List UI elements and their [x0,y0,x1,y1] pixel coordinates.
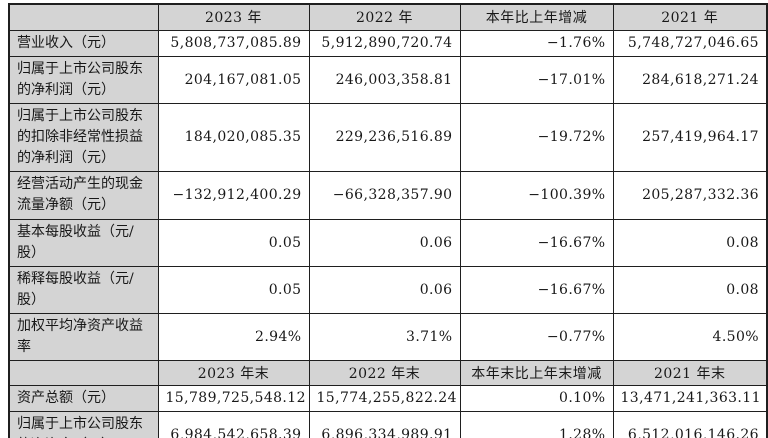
header-cell-2021: 2021 年 [612,3,768,31]
cell-2021-value: 205,287,332.36 [612,170,768,220]
cell-2023-value: 0.05 [157,218,310,267]
cell-yoy-change-value: −100.39% [459,170,614,220]
header-cell-2021-end: 2021 年末 [612,359,768,386]
cell-2022-value: 3.71% [308,312,461,361]
table-header-row-annual: 2023 年 2022 年 本年比上年增减 2021 年 [8,3,768,31]
cell-2021-value: 5,748,727,046.65 [612,29,768,57]
table-row-net-profit-excl-nonrecurring: 归属于上市公司股东的扣除非经常性损益的净利润（元） 184,020,085.35… [8,102,768,172]
table-row-basic-eps: 基本每股收益（元/股） 0.05 0.06 −16.67% 0.08 [8,218,768,267]
cell-yoy-change-value: −0.77% [459,312,614,361]
row-label: 营业收入（元） [8,29,159,57]
header-cell-2023-end: 2023 年末 [157,359,310,386]
cell-yoy-change-value: −16.67% [459,218,614,267]
row-label: 归属于上市公司股东的净资产（元） [8,410,159,438]
cell-2023-value: 5,808,737,085.89 [157,29,310,57]
header-cell-year-end-change: 本年末比上年末增减 [459,359,614,386]
cell-yoy-change-value: −17.01% [459,55,614,104]
cell-2022-value: 246,003,358.81 [308,55,461,104]
cell-yoy-change-value: −16.67% [459,265,614,314]
table-row-operating-cash-flow: 经营活动产生的现金流量净额（元） −132,912,400.29 −66,328… [8,170,768,220]
cell-2021-end-value: 13,471,241,363.11 [612,384,768,412]
header-cell-empty [8,3,159,31]
cell-2021-value: 0.08 [612,265,768,314]
cell-2022-value: −66,328,357.90 [308,170,461,220]
cell-2022-value: 229,236,516.89 [308,102,461,172]
cell-2022-value: 0.06 [308,218,461,267]
header-cell-2022-end: 2022 年末 [308,359,461,386]
cell-2021-value: 257,419,964.17 [612,102,768,172]
cell-2023-value: −132,912,400.29 [157,170,310,220]
header-cell-empty [8,359,159,386]
row-label: 基本每股收益（元/股） [8,218,159,267]
row-label: 归属于上市公司股东的净利润（元） [8,55,159,104]
cell-yoy-change-value: −19.72% [459,102,614,172]
cell-2023-value: 2.94% [157,312,310,361]
table-row-net-profit-attributable: 归属于上市公司股东的净利润（元） 204,167,081.05 246,003,… [8,55,768,104]
cell-2022-end-value: 15,774,255,822.24 [308,384,461,412]
header-cell-yoy-change: 本年比上年增减 [459,3,614,31]
table-header-row-year-end: 2023 年末 2022 年末 本年末比上年末增减 2021 年末 [8,359,768,386]
table-row-total-assets: 资产总额（元） 15,789,725,548.12 15,774,255,822… [8,384,768,412]
cell-year-end-change-value: 1.28% [459,410,614,438]
cell-2023-value: 204,167,081.05 [157,55,310,104]
cell-2023-value: 0.05 [157,265,310,314]
cell-yoy-change-value: −1.76% [459,29,614,57]
header-cell-2023: 2023 年 [157,3,310,31]
financial-summary-table: 2023 年 2022 年 本年比上年增减 2021 年 营业收入（元） 5,8… [8,3,768,438]
cell-2021-value: 284,618,271.24 [612,55,768,104]
cell-2022-end-value: 6,896,334,989.91 [308,410,461,438]
cell-2021-end-value: 6,512,016,146.26 [612,410,768,438]
header-cell-2022: 2022 年 [308,3,461,31]
cell-2023-end-value: 15,789,725,548.12 [157,384,310,412]
cell-2021-value: 0.08 [612,218,768,267]
row-label: 稀释每股收益（元/股） [8,265,159,314]
table-row-operating-revenue: 营业收入（元） 5,808,737,085.89 5,912,890,720.7… [8,29,768,57]
cell-2023-value: 184,020,085.35 [157,102,310,172]
table-row-net-assets-attributable: 归属于上市公司股东的净资产（元） 6,984,542,658.39 6,896,… [8,410,768,438]
cell-2023-end-value: 6,984,542,658.39 [157,410,310,438]
cell-2022-value: 5,912,890,720.74 [308,29,461,57]
table-row-weighted-avg-roe: 加权平均净资产收益率 2.94% 3.71% −0.77% 4.50% [8,312,768,361]
row-label: 资产总额（元） [8,384,159,412]
row-label: 加权平均净资产收益率 [8,312,159,361]
cell-2021-value: 4.50% [612,312,768,361]
table-row-diluted-eps: 稀释每股收益（元/股） 0.05 0.06 −16.67% 0.08 [8,265,768,314]
row-label: 经营活动产生的现金流量净额（元） [8,170,159,220]
cell-year-end-change-value: 0.10% [459,384,614,412]
row-label: 归属于上市公司股东的扣除非经常性损益的净利润（元） [8,102,159,172]
cell-2022-value: 0.06 [308,265,461,314]
